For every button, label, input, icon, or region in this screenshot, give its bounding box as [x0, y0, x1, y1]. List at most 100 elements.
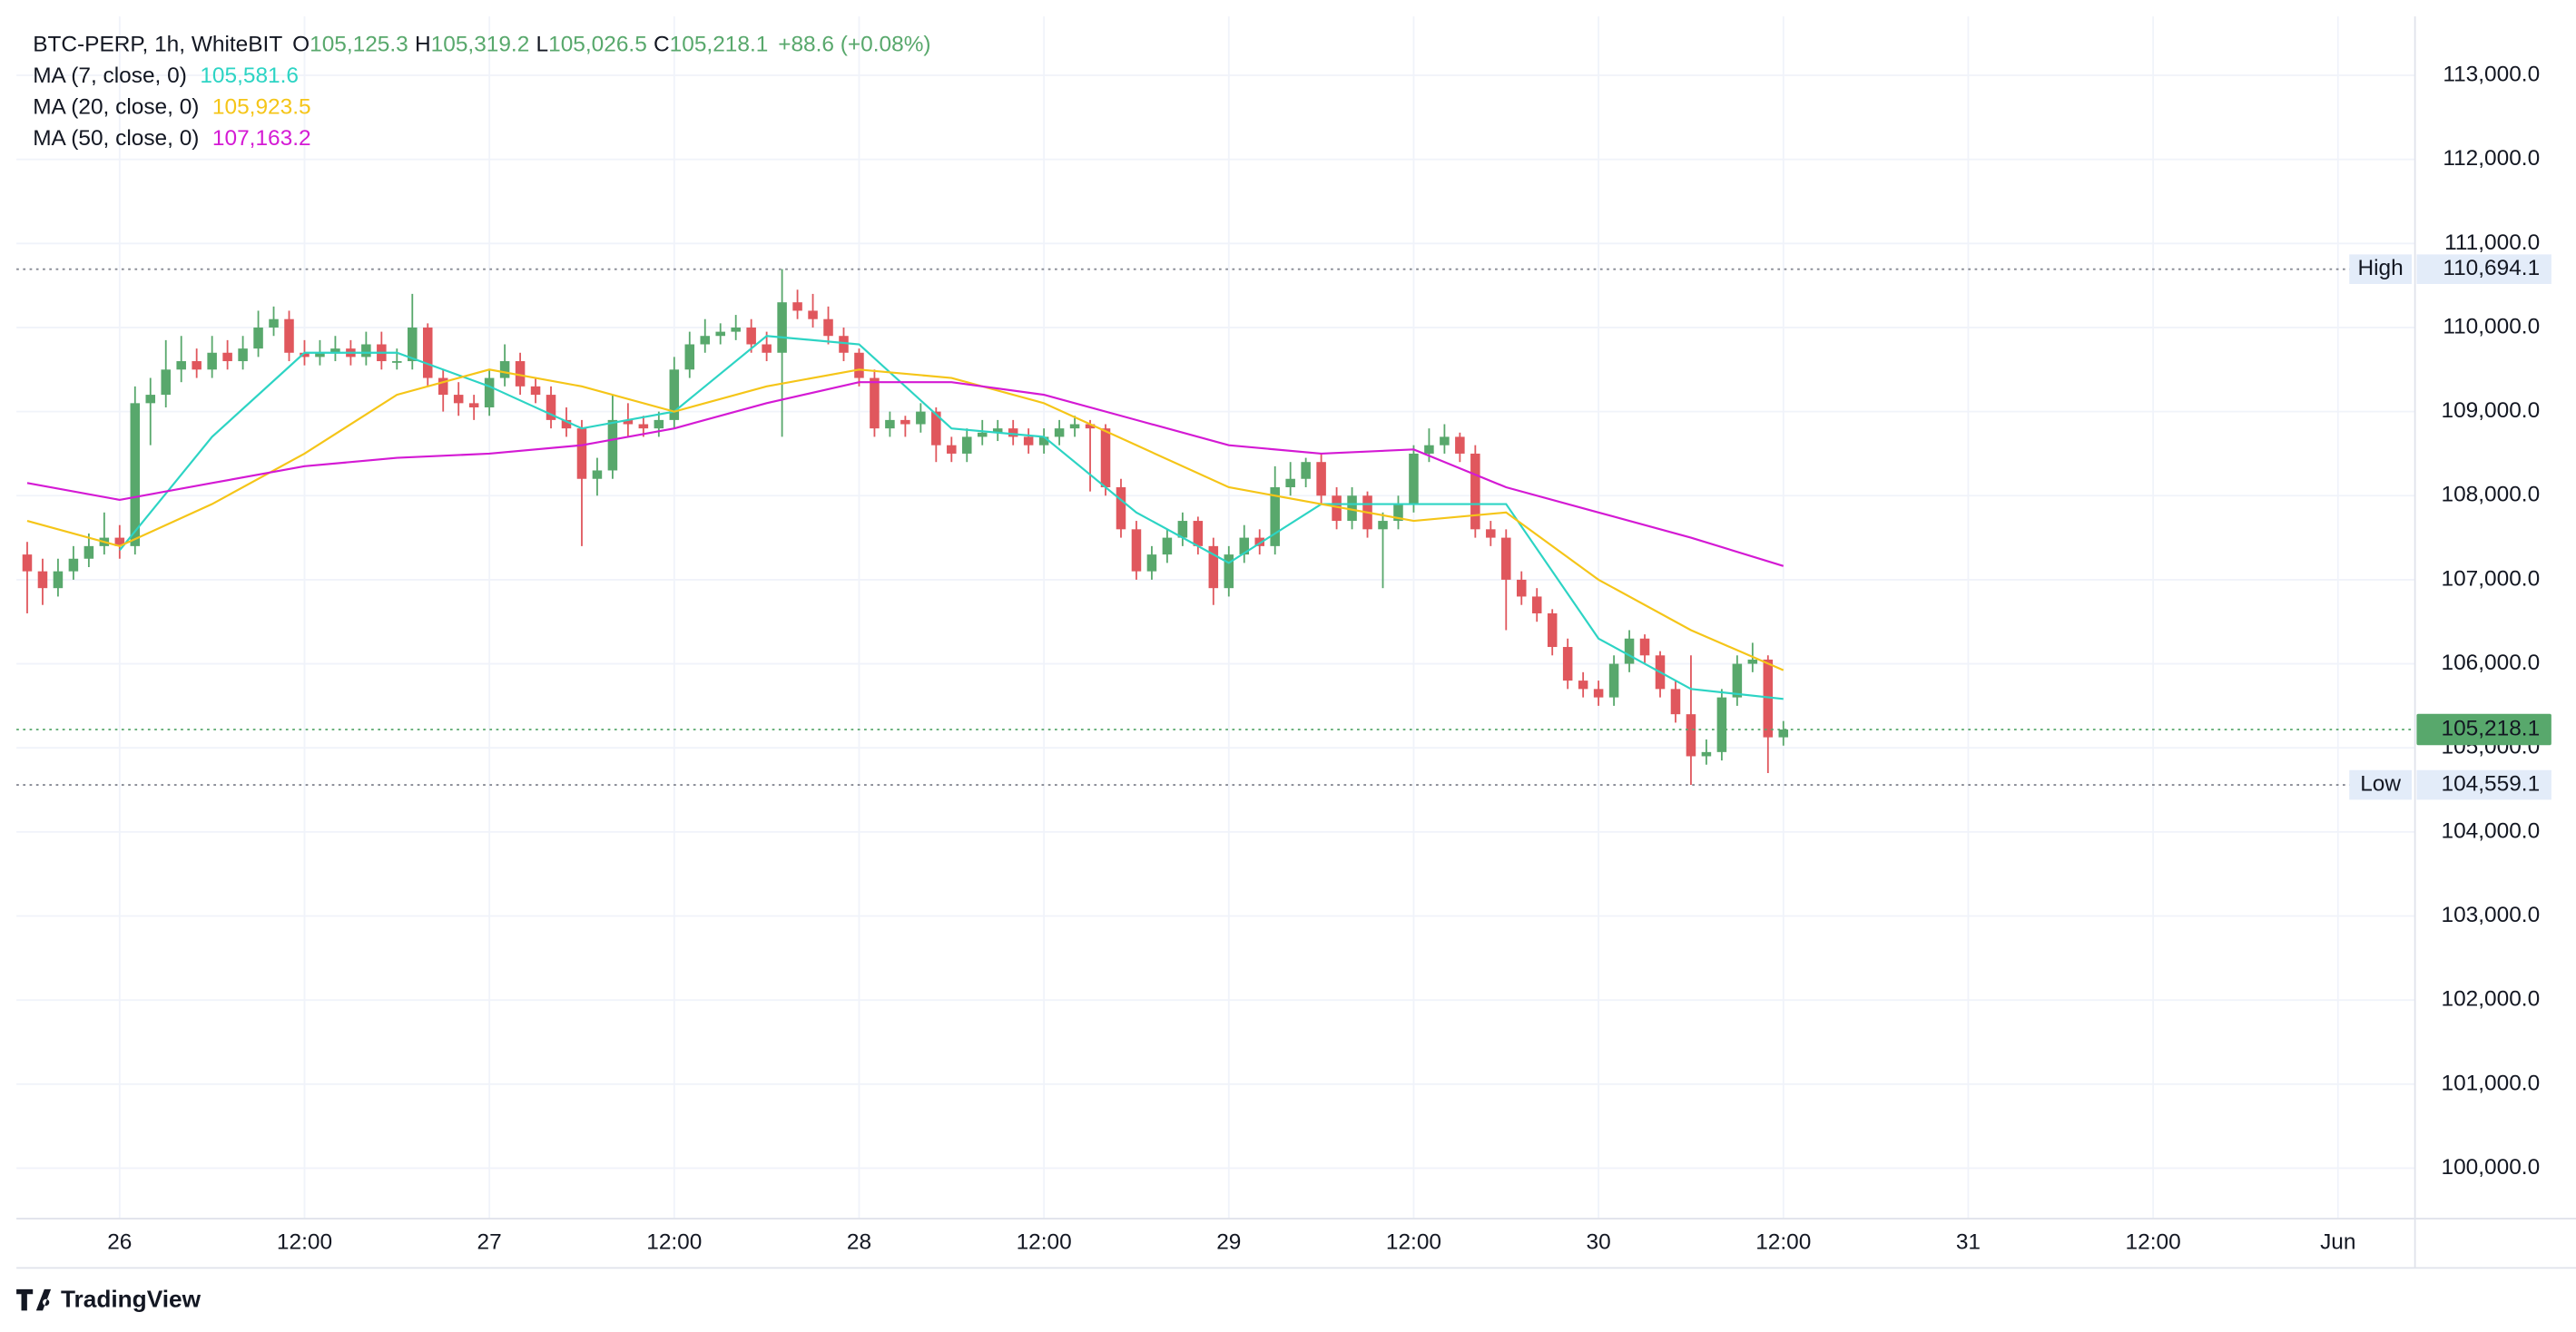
candle-body	[1208, 545, 1219, 589]
y-tick-label: 100,000.0	[2442, 1155, 2541, 1180]
candle-body	[1578, 681, 1588, 690]
candle-body	[977, 432, 988, 437]
x-tick-label: 12:00	[1386, 1230, 1441, 1255]
candle-body	[1008, 428, 1018, 437]
ma-value: 105,923.5	[212, 95, 311, 120]
ohlc-key: H	[415, 33, 431, 57]
candle-body	[546, 395, 556, 420]
candle-body	[1116, 487, 1126, 530]
candle-body	[207, 352, 217, 370]
candle-body	[1409, 453, 1419, 504]
candle-body	[315, 352, 325, 357]
y-tick-label: 109,000.0	[2442, 398, 2541, 423]
candle-body	[1486, 529, 1496, 538]
y-tick-label: 112,000.0	[2443, 146, 2540, 171]
candle-body	[1254, 537, 1264, 546]
ma-legend: MA (7, close, 0) 105,581.6	[33, 64, 299, 89]
extreme-value-bg	[2416, 769, 2551, 800]
candle-body	[1131, 529, 1142, 572]
axis-labels: 100,000.0 101,000.0 102,000.0 103,000.0 104,…	[107, 62, 2551, 1255]
candle-body	[1470, 453, 1480, 530]
candle-body	[777, 302, 787, 353]
candle-body	[1100, 428, 1111, 488]
x-tick-label: 29	[1216, 1230, 1241, 1255]
y-tick-label: 107,000.0	[2442, 566, 2541, 591]
candle-body	[792, 302, 802, 311]
extreme-tag-bg	[2349, 254, 2413, 284]
candle-body	[916, 411, 926, 425]
ohlc-key: L	[536, 33, 549, 57]
extreme-value: 104,559.1	[2442, 772, 2541, 797]
candle-body	[992, 428, 1003, 433]
x-tick-label: 30	[1587, 1230, 1611, 1255]
y-tick-label: 108,000.0	[2442, 483, 2541, 507]
candle-body	[530, 386, 541, 396]
last-price-bg	[2416, 713, 2551, 746]
candle-body	[238, 348, 248, 362]
x-tick-label: 12:00	[2126, 1230, 2181, 1255]
candle-body	[222, 352, 232, 362]
ohlc-value: 105,319.2	[431, 33, 530, 57]
ma-name: MA (20, close, 0)	[33, 95, 199, 120]
candle-body	[700, 336, 711, 345]
candle-body	[592, 470, 603, 479]
extreme-tag: Low	[2360, 772, 2401, 797]
candle-body	[962, 436, 972, 454]
candle-body	[114, 537, 125, 546]
candle-body	[176, 361, 186, 370]
candle-body	[1224, 554, 1234, 589]
candle-body	[1069, 424, 1080, 429]
candle-body	[1424, 445, 1434, 454]
ohlc-key: C	[654, 33, 670, 57]
candle-body	[1778, 730, 1789, 738]
change: +88.6 (+0.08%)	[778, 33, 930, 57]
ma-legend: MA (20, close, 0) 105,923.5	[33, 95, 310, 120]
extreme-tag: High	[2357, 256, 2403, 280]
candle-body	[808, 310, 818, 319]
candle-body	[1716, 697, 1727, 752]
plot	[16, 268, 2415, 786]
candle-body	[1054, 428, 1065, 437]
candle-body	[438, 377, 448, 396]
candle-body	[885, 419, 895, 429]
candle-body	[1332, 495, 1342, 522]
y-tick-label: 102,000.0	[2442, 987, 2541, 1012]
candle-body	[453, 395, 464, 404]
candle-body	[68, 558, 79, 572]
y-tick-label: 113,000.0	[2443, 62, 2540, 86]
candle-body	[161, 369, 171, 396]
candle-body	[638, 424, 649, 429]
candle-body	[84, 545, 94, 559]
candle-body	[1547, 612, 1558, 648]
candle-body	[746, 327, 756, 345]
candle-body	[900, 419, 910, 425]
candle-body	[145, 395, 156, 404]
candle-body	[1177, 521, 1188, 538]
candle-body	[269, 318, 279, 328]
candle-body	[823, 318, 833, 337]
candle-body	[484, 377, 495, 407]
candle-body	[1670, 689, 1681, 715]
candle-body	[1146, 554, 1157, 572]
candle-body	[1301, 462, 1311, 479]
candle-body	[1639, 638, 1650, 656]
candle-body	[870, 377, 880, 429]
candle-body	[499, 361, 510, 378]
candle-body	[684, 344, 695, 370]
ma-line	[118, 335, 1784, 700]
candle-body	[947, 445, 957, 454]
extreme-tag-bg	[2349, 769, 2413, 800]
x-tick-label: 31	[1956, 1230, 1981, 1255]
brand-name: TradingView	[61, 1285, 202, 1312]
candle-body	[654, 419, 664, 429]
candle-body	[1531, 596, 1542, 613]
candle-body	[1393, 504, 1403, 522]
y-tick-label: 104,000.0	[2442, 818, 2541, 843]
candle-body	[1023, 436, 1034, 446]
candle-body	[284, 318, 294, 353]
ma-legend: MA (50, close, 0) 107,163.2	[33, 126, 310, 151]
candle-body	[130, 403, 141, 546]
x-tick-label: 28	[847, 1230, 871, 1255]
ma-line	[26, 368, 1785, 671]
